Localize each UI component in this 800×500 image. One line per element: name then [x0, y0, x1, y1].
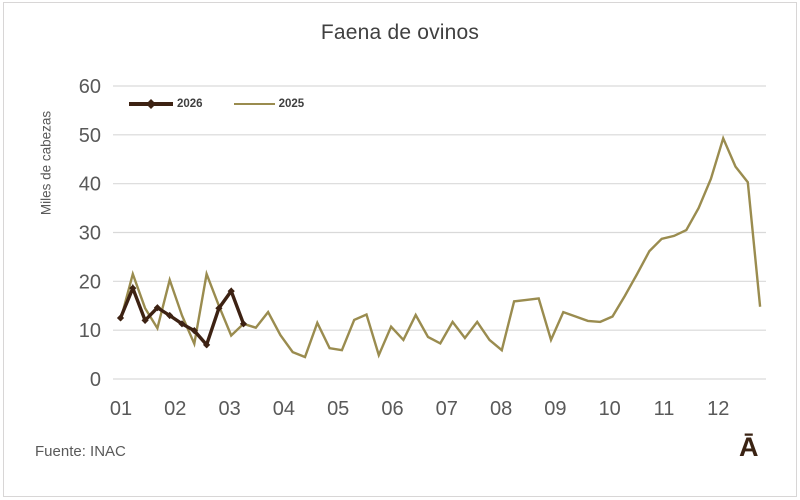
series-2026-diamond-marker [178, 320, 186, 328]
logo-letter-mark: Ā [739, 432, 759, 462]
series-2026-diamond-marker [203, 341, 211, 349]
series-2026-diamond-marker [190, 327, 198, 335]
y-axis-title: Miles de cabezas [38, 110, 54, 216]
legend-label-2025: 2025 [278, 98, 305, 110]
legend-line-2025-icon [233, 102, 275, 106]
x-tick-label: 12 [707, 398, 729, 420]
x-tick-label: 02 [164, 398, 186, 420]
x-tick-label: 08 [490, 398, 512, 420]
series-2026-diamond-marker [129, 284, 137, 292]
series-2026-diamond-marker [153, 304, 161, 312]
y-tick-label: 0 [90, 369, 101, 391]
y-tick-label: 40 [79, 174, 101, 196]
legend: 2026 2025 [129, 96, 304, 112]
x-tick-label: 01 [110, 398, 132, 420]
series-line-2025 [119, 134, 762, 359]
source-note: Fuente: INAC [35, 443, 126, 460]
legend-item-2025: 2025 [233, 98, 305, 110]
legend-label-2026: 2026 [177, 98, 203, 110]
legend-diamond-marker-icon [146, 99, 156, 109]
x-tick-label: 06 [381, 398, 403, 420]
series-2026-diamond-marker [166, 311, 174, 320]
y-tick-label: 50 [79, 125, 101, 147]
x-tick-label: 11 [654, 398, 675, 420]
x-tick-label: 10 [599, 398, 621, 420]
x-tick-label: 03 [218, 398, 240, 420]
y-tick-label: 10 [79, 320, 101, 342]
series-2026-diamond-marker [227, 287, 235, 295]
x-tick-label: 07 [436, 398, 458, 420]
x-tick-label: 09 [544, 398, 566, 420]
y-tick-label: 30 [79, 223, 101, 245]
legend-item-2026: 2026 [129, 98, 203, 110]
x-tick-label: 05 [327, 398, 349, 420]
series-2026-diamond-marker [215, 304, 223, 312]
legend-line-2026-icon [129, 99, 173, 109]
y-tick-label: 60 [79, 76, 101, 98]
chart-title: Faena de ovinos [320, 21, 480, 44]
series-2026-diamond-marker [116, 314, 125, 322]
series-2026-diamond-marker [141, 316, 149, 325]
y-tick-label: 20 [79, 271, 101, 293]
series-2026-diamond-marker [239, 320, 248, 328]
x-tick-label: 04 [273, 398, 295, 420]
